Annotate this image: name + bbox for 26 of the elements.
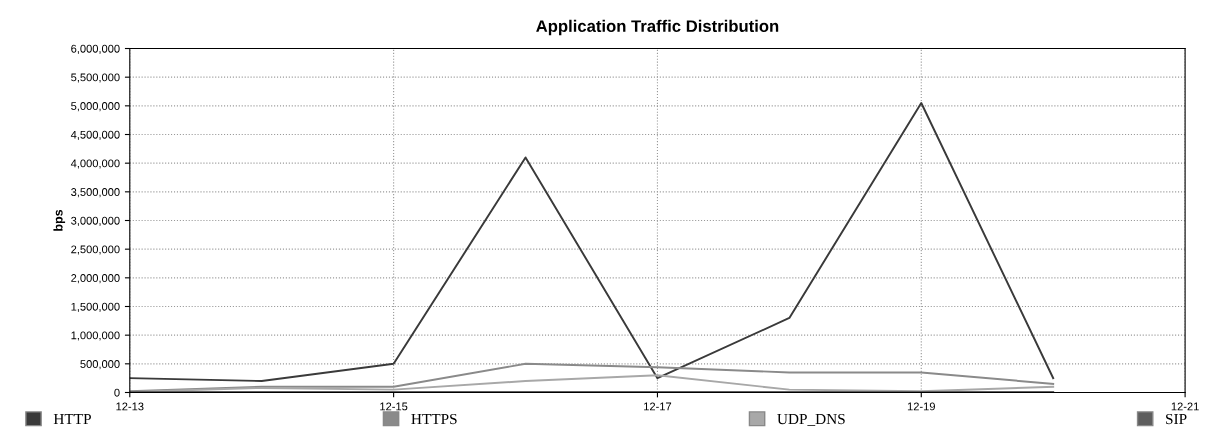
line-series [129,102,1055,382]
line-series [129,362,1055,393]
y-axis-title: bps [53,209,66,231]
y-tick-label: 4,000,000 [70,159,120,169]
y-tick-label: 6,000,000 [71,44,120,54]
chart-title: Application Traffic Distribution [536,19,779,36]
x-tick-label: 12-13 [116,402,144,411]
y-tick-label: 3,000,000 [71,216,120,226]
x-tick-label: 12-17 [644,402,672,411]
y-tick-label: 5,000,000 [71,102,120,112]
y-tick-label: 2,500,000 [71,245,120,255]
y-tick-label: 1,500,000 [71,302,120,312]
y-tick-label: 2,000,000 [71,274,120,284]
y-tick-label: 500,000 [80,360,120,370]
y-tick-label: 0 [114,388,120,397]
y-tick-label: 1,000,000 [71,331,120,341]
y-tick-label: 4,500,000 [70,130,120,140]
x-tick-label: 12-19 [907,402,935,411]
y-tick-label: 5,500,000 [71,73,120,83]
legend-label: HTTP [53,413,91,424]
legend-label: UDP_DNS [777,413,845,426]
legend-label: SIP [1166,413,1187,425]
legend-label: HTTPS [411,413,457,425]
x-tick-label: 12-15 [380,402,408,411]
y-tick-label: 3,500,000 [71,188,120,198]
x-tick-label: 12-21 [1171,402,1199,411]
